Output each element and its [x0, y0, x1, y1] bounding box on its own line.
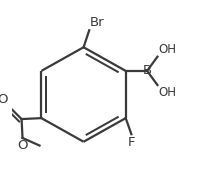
Text: OH: OH — [158, 86, 176, 99]
Text: F: F — [128, 136, 135, 149]
Text: Br: Br — [90, 16, 105, 29]
Text: O: O — [0, 93, 8, 106]
Text: O: O — [17, 139, 28, 153]
Text: OH: OH — [158, 43, 176, 56]
Text: B: B — [143, 64, 152, 77]
